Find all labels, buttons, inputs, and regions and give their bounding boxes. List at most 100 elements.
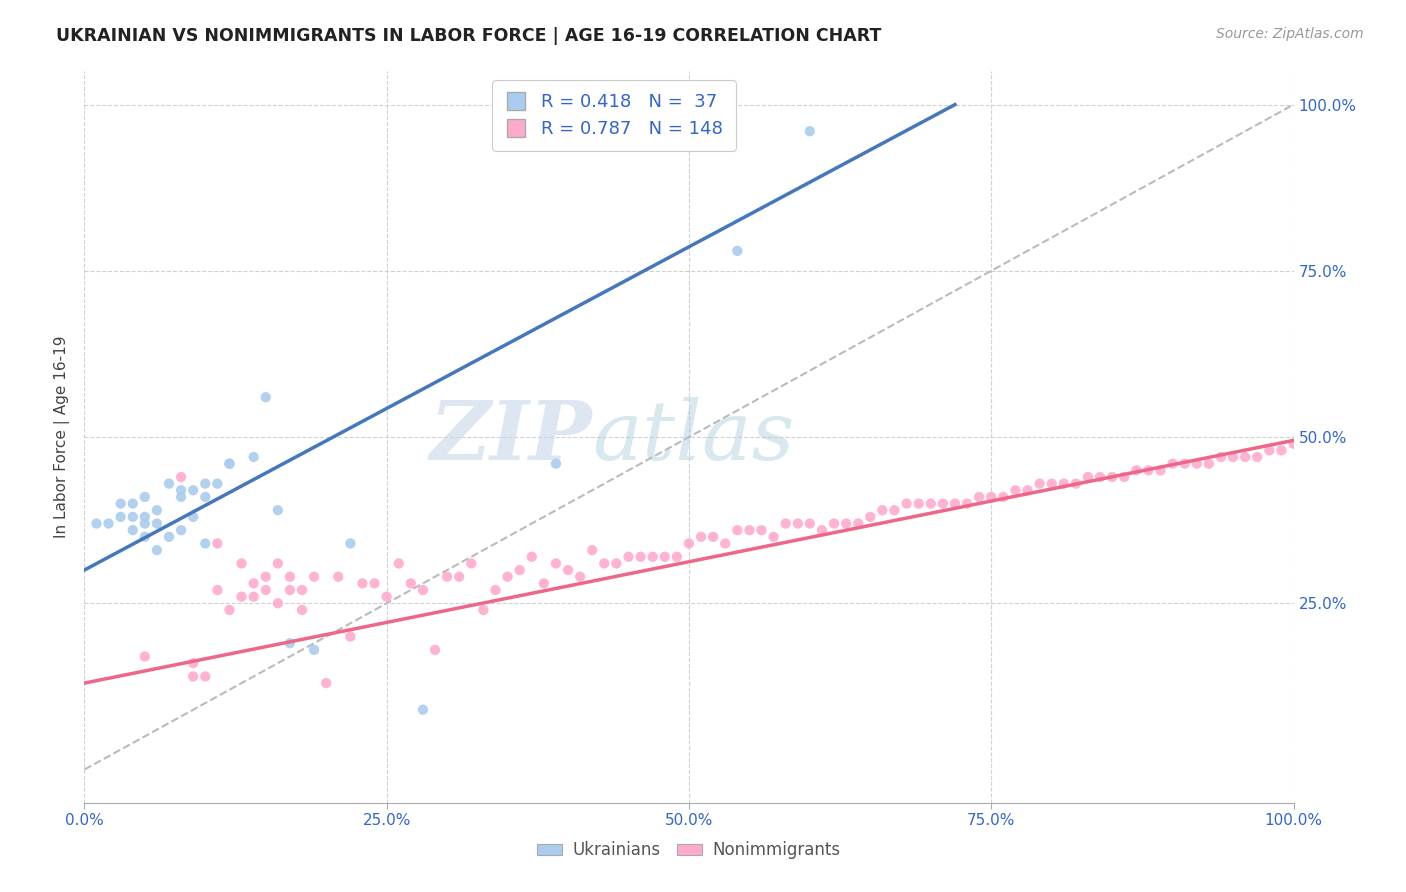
Point — [146, 543, 169, 558]
Point — [207, 582, 229, 597]
Point — [1174, 457, 1197, 471]
Point — [544, 557, 567, 571]
Point — [872, 503, 894, 517]
Point — [242, 450, 264, 464]
Point — [920, 497, 942, 511]
Point — [859, 509, 882, 524]
Point — [86, 516, 108, 531]
Point — [218, 457, 240, 471]
Point — [956, 497, 979, 511]
Point — [207, 476, 229, 491]
Point — [423, 643, 446, 657]
Point — [134, 649, 156, 664]
Point — [181, 509, 204, 524]
Point — [484, 582, 506, 597]
Point — [110, 497, 132, 511]
Point — [1161, 457, 1184, 471]
Point — [1282, 436, 1305, 450]
Point — [339, 536, 361, 550]
Point — [520, 549, 543, 564]
Text: atlas: atlas — [592, 397, 794, 477]
Point — [194, 476, 217, 491]
Point — [690, 530, 713, 544]
Point — [157, 530, 180, 544]
Point — [231, 557, 253, 571]
Point — [436, 570, 458, 584]
Point — [170, 483, 193, 498]
Point — [267, 557, 290, 571]
Point — [762, 530, 785, 544]
Point — [291, 603, 314, 617]
Point — [775, 516, 797, 531]
Point — [472, 603, 495, 617]
Point — [170, 490, 193, 504]
Point — [134, 530, 156, 544]
Point — [1088, 470, 1111, 484]
Point — [1004, 483, 1026, 498]
Point — [725, 523, 748, 537]
Point — [121, 497, 143, 511]
Point — [569, 570, 592, 584]
Point — [678, 536, 700, 550]
Point — [725, 244, 748, 258]
Point — [641, 549, 664, 564]
Point — [1234, 450, 1257, 464]
Point — [1258, 443, 1281, 458]
Point — [544, 457, 567, 471]
Point — [980, 490, 1002, 504]
Point — [315, 676, 337, 690]
Point — [823, 516, 845, 531]
Point — [883, 503, 905, 517]
Point — [121, 523, 143, 537]
Point — [993, 490, 1015, 504]
Point — [1077, 470, 1099, 484]
Point — [218, 457, 240, 471]
Y-axis label: In Labor Force | Age 16-19: In Labor Force | Age 16-19 — [55, 335, 70, 539]
Point — [557, 563, 579, 577]
Point — [146, 503, 169, 517]
Point — [207, 536, 229, 550]
Legend: Ukrainians, Nonimmigrants: Ukrainians, Nonimmigrants — [529, 833, 849, 868]
Point — [1028, 476, 1050, 491]
Point — [449, 570, 471, 584]
Point — [278, 636, 301, 650]
Point — [702, 530, 724, 544]
Point — [412, 582, 434, 597]
Point — [121, 509, 143, 524]
Point — [278, 570, 301, 584]
Point — [1222, 450, 1244, 464]
Point — [388, 557, 411, 571]
Point — [1198, 457, 1220, 471]
Point — [328, 570, 350, 584]
Point — [533, 576, 555, 591]
Point — [1017, 483, 1039, 498]
Point — [302, 570, 325, 584]
Point — [1064, 476, 1087, 491]
Point — [146, 516, 169, 531]
Point — [1101, 470, 1123, 484]
Point — [218, 603, 240, 617]
Point — [302, 643, 325, 657]
Point — [231, 590, 253, 604]
Point — [967, 490, 990, 504]
Point — [399, 576, 422, 591]
Point — [254, 390, 277, 404]
Point — [617, 549, 640, 564]
Point — [605, 557, 627, 571]
Point — [1209, 450, 1232, 464]
Point — [278, 582, 301, 597]
Point — [846, 516, 869, 531]
Point — [1053, 476, 1076, 491]
Point — [267, 596, 290, 610]
Point — [110, 509, 132, 524]
Point — [1149, 463, 1171, 477]
Point — [352, 576, 374, 591]
Point — [254, 570, 277, 584]
Point — [1137, 463, 1160, 477]
Point — [1270, 443, 1292, 458]
Point — [714, 536, 737, 550]
Point — [134, 509, 156, 524]
Point — [97, 516, 120, 531]
Point — [267, 503, 290, 517]
Point — [291, 582, 314, 597]
